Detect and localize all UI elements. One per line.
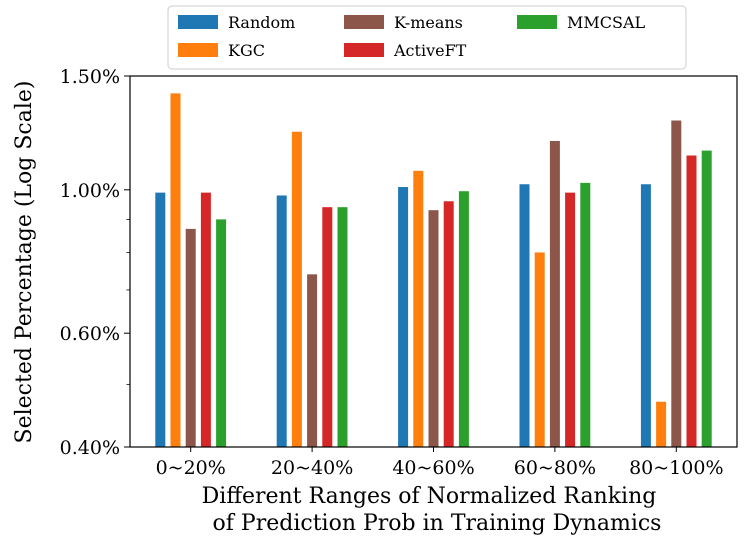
y-tick-label: 1.50%: [60, 66, 120, 88]
bar-random-3: [398, 187, 409, 448]
x-tick-label: 20~40%: [271, 457, 353, 479]
bar-kgc-4: [534, 252, 545, 447]
x-axis-label-line-2: of Prediction Prob in Training Dynamics: [213, 511, 662, 536]
bar-k-means-1: [185, 228, 196, 447]
bar-random-4: [519, 184, 530, 447]
bar-k-means-5: [671, 120, 682, 448]
y-axis-label: Selected Percentage (Log Scale): [12, 81, 37, 444]
x-tick-label: 80~100%: [629, 457, 723, 479]
bar-activeft-5: [686, 155, 697, 447]
bar-random-1: [155, 192, 166, 447]
legend-swatch-activeft: [344, 43, 384, 57]
legend-label-random: Random: [228, 13, 295, 32]
bar-mmcsal-3: [458, 191, 469, 447]
x-tick-label: 0~20%: [156, 457, 226, 479]
bar-k-means-4: [549, 140, 560, 447]
bar-kgc-1: [170, 93, 181, 447]
bar-k-means-2: [307, 274, 318, 447]
plot-frame: [129, 75, 738, 448]
bar-mmcsal-5: [701, 150, 712, 448]
bar-activeft-3: [443, 201, 454, 447]
bar-activeft-1: [200, 192, 211, 447]
legend: Random KGC K-means ActiveFT MMCSAL: [167, 5, 687, 70]
y-tick-label: 1.00%: [60, 180, 120, 202]
bar-k-means-3: [428, 210, 439, 447]
x-tick-label: 60~80%: [514, 457, 596, 479]
legend-label-mmcsal: MMCSAL: [567, 13, 646, 32]
legend-label-kgc: KGC: [228, 41, 265, 60]
plot-area: 0~20% 20~40% 40~60% 60~80% 80~100% 0.40% 0.60%…: [60, 66, 738, 479]
bar-mmcsal-4: [580, 182, 591, 447]
bar-random-2: [276, 195, 287, 447]
y-tick-label: 0.60%: [60, 323, 120, 345]
legend-label-activeft: ActiveFT: [393, 41, 467, 60]
y-tick-label: 0.40%: [60, 437, 120, 459]
bar-mmcsal-1: [216, 219, 227, 447]
bar-mmcsal-2: [337, 207, 348, 447]
bar-random-5: [640, 184, 651, 447]
bar-kgc-5: [656, 401, 667, 447]
legend-swatch-random: [178, 15, 218, 29]
legend-swatch-kgc: [178, 43, 218, 57]
bar-kgc-2: [291, 131, 302, 448]
legend-swatch-mmcsal: [517, 15, 557, 29]
legend-swatch-k-means: [344, 15, 384, 29]
bar-activeft-2: [322, 207, 333, 447]
x-axis-label-line-1: Different Ranges of Normalized Ranking: [202, 484, 657, 509]
x-tick-label: 40~60%: [392, 457, 474, 479]
bar-activeft-4: [565, 192, 576, 447]
bar-kgc-3: [413, 170, 424, 447]
legend-label-k-means: K-means: [394, 13, 463, 32]
